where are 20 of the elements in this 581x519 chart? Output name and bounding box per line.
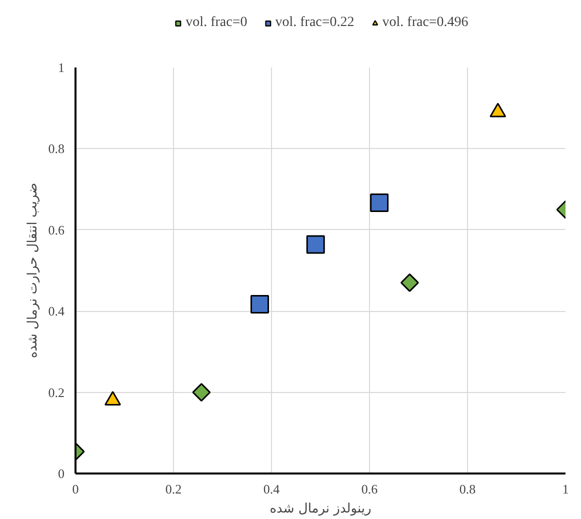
x-tick-label: 0.4 bbox=[263, 482, 280, 496]
point bbox=[250, 294, 269, 314]
legend-label: vol. frac=0 bbox=[186, 14, 248, 30]
legend-label: vol. frac=0.496 bbox=[382, 14, 468, 30]
x-axis-title: رینولدز نرمال شده bbox=[270, 502, 372, 516]
point bbox=[370, 193, 389, 212]
y-tick-label: 0.4 bbox=[48, 304, 65, 319]
y-tick-label: 0 bbox=[58, 466, 64, 481]
x-tick-label: 0 bbox=[72, 482, 79, 496]
y-tick-label: 1 bbox=[58, 60, 64, 75]
y-axis-title: ضریب انتقال حرارت نرمال شده bbox=[25, 182, 40, 358]
x-tick-label: 0.2 bbox=[165, 482, 182, 496]
y-tick-label: 0.8 bbox=[48, 141, 64, 156]
x-tick-label: 1 bbox=[562, 482, 569, 496]
x-tick-label: 0.8 bbox=[459, 482, 476, 496]
legend-label: vol. frac=0.22 bbox=[275, 14, 354, 30]
point bbox=[306, 235, 325, 254]
y-tick-label: 0.6 bbox=[48, 222, 65, 238]
x-tick-label: 0.6 bbox=[361, 482, 378, 496]
y-tick-label: 0.2 bbox=[48, 384, 64, 400]
